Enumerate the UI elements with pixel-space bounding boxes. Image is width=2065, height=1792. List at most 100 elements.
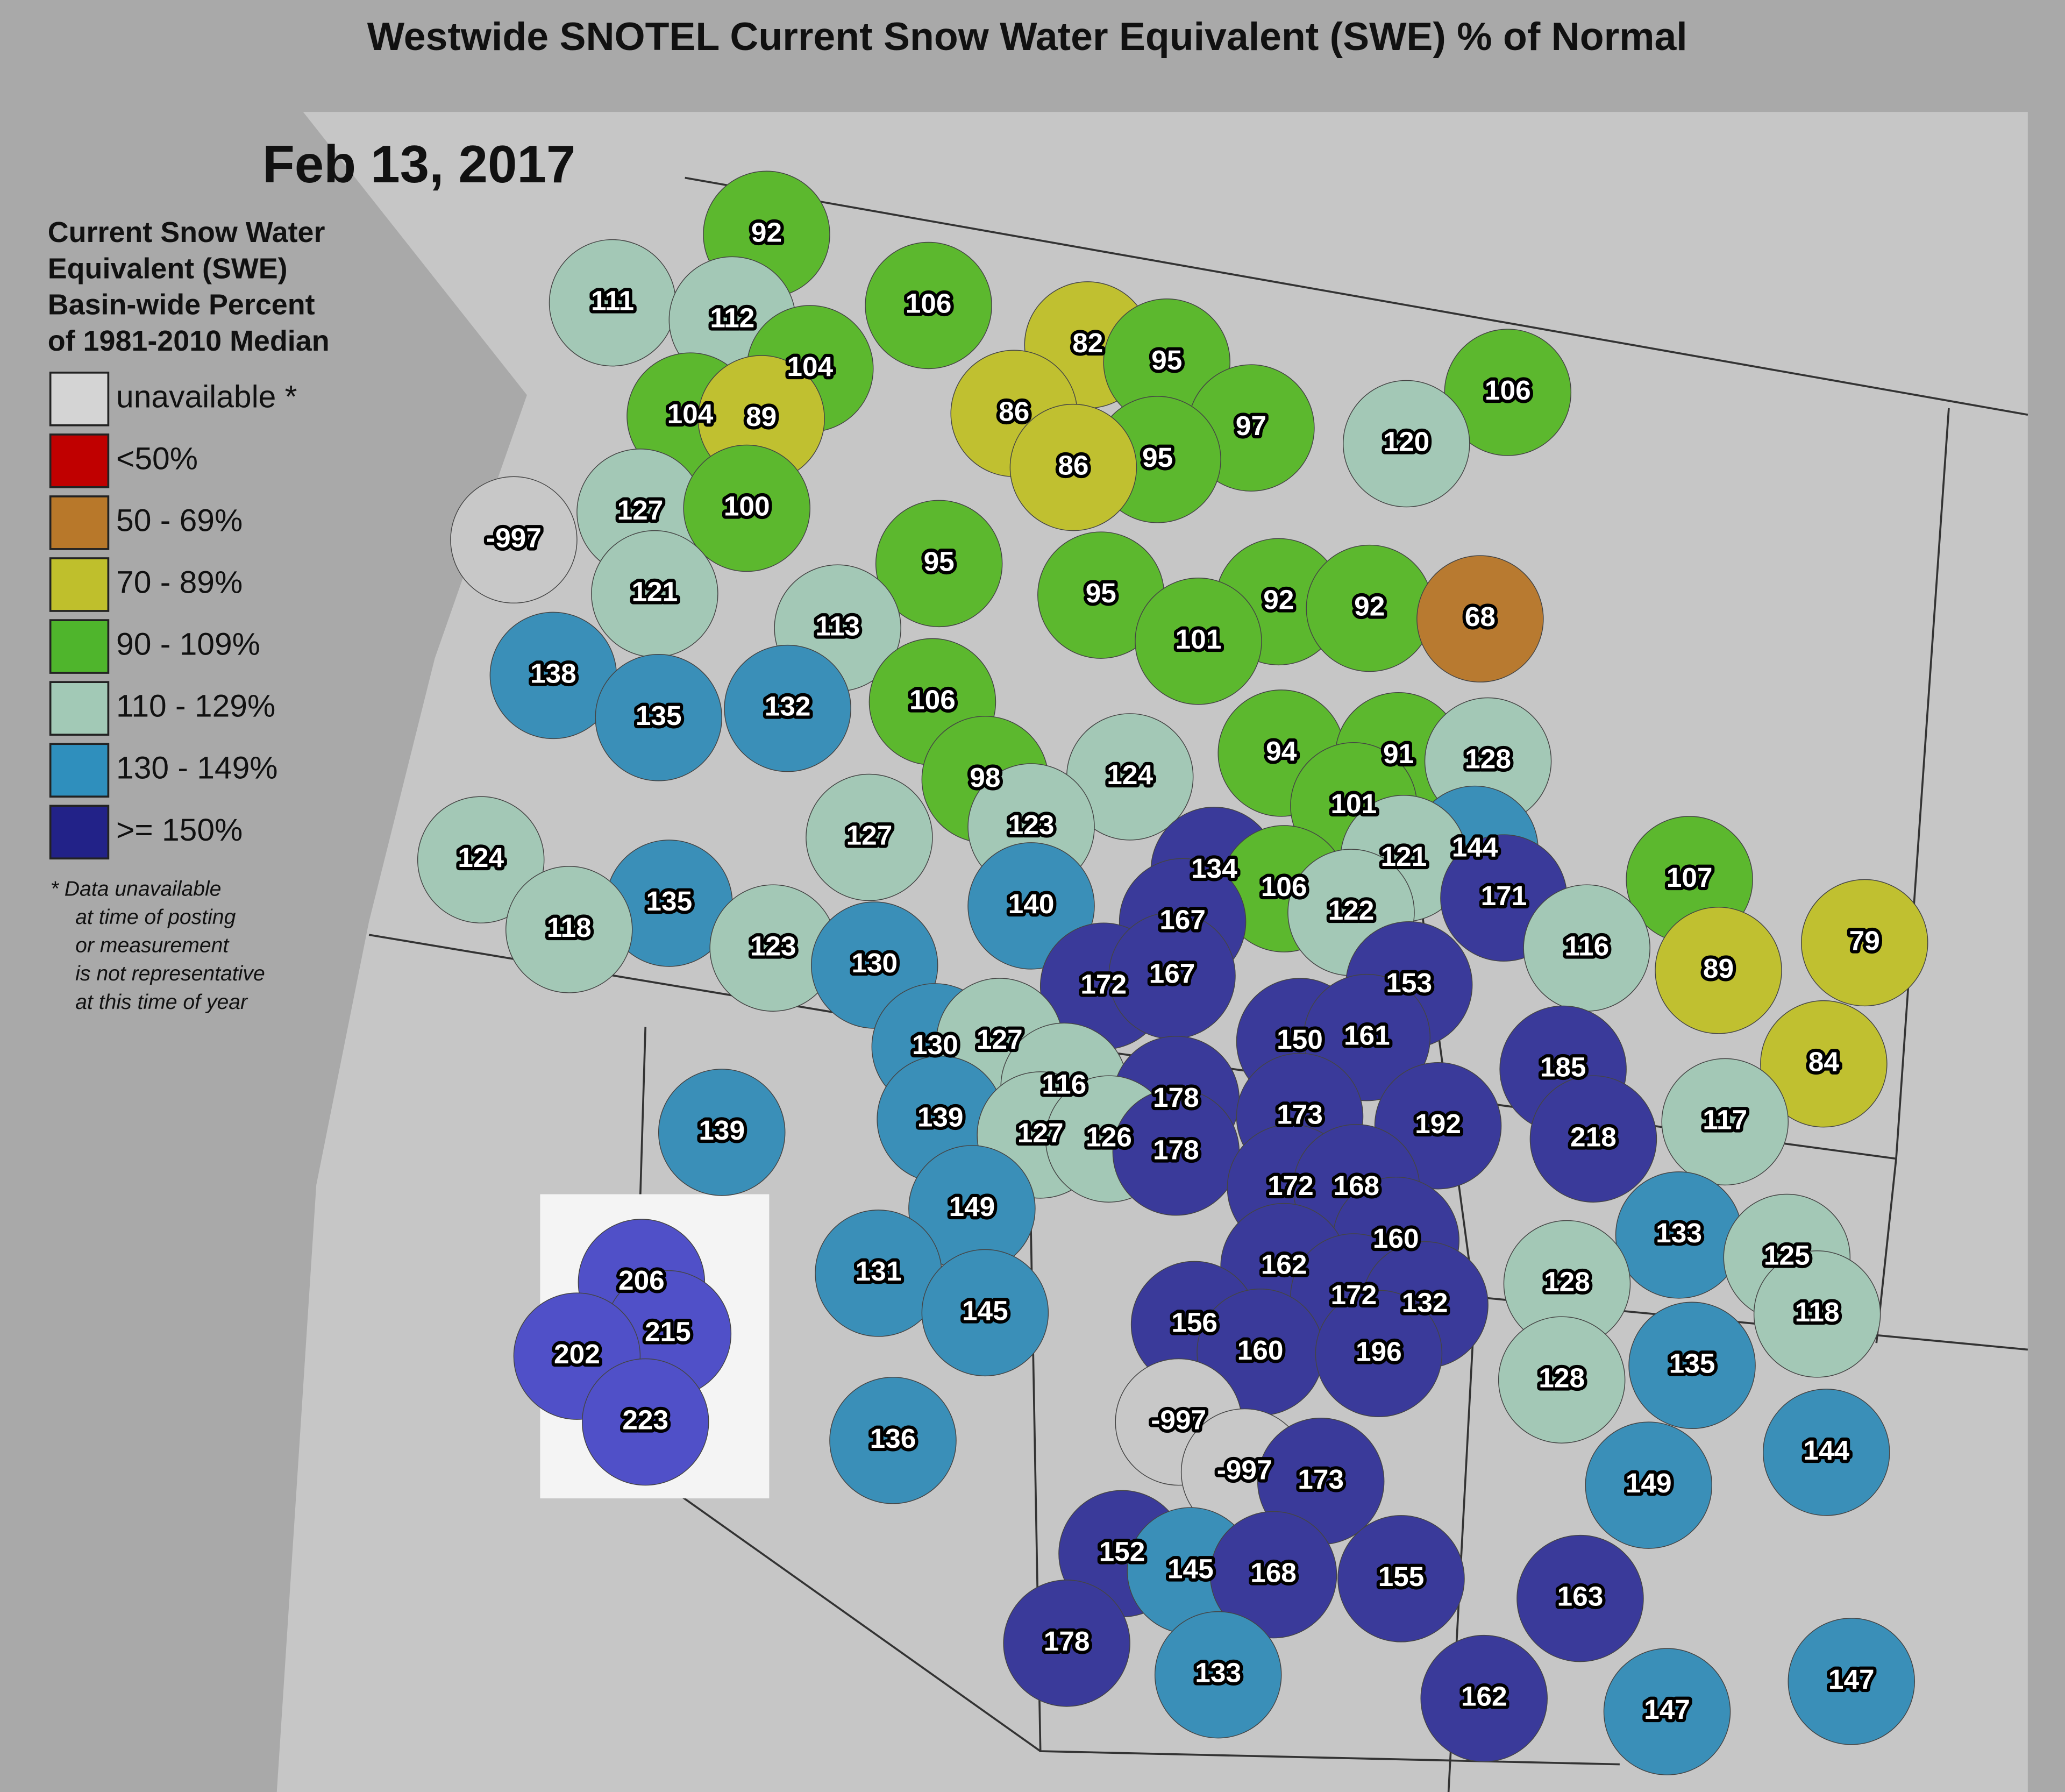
basin-label: 121: [631, 576, 678, 607]
basin-area: [806, 773, 933, 901]
basin-area: [1628, 1302, 1756, 1430]
basin-label: 167: [1149, 958, 1195, 989]
basin-label: 127: [617, 494, 664, 525]
basin-area: [829, 1377, 957, 1504]
basin-label: 101: [1176, 623, 1222, 655]
basin-label: 196: [1356, 1335, 1402, 1367]
basin-label: 68: [1465, 601, 1496, 632]
basin-label: 133: [1656, 1217, 1702, 1248]
basin-area: [1009, 403, 1137, 531]
legend-note: at this time of year: [75, 991, 248, 1014]
basin-label: 178: [1044, 1625, 1090, 1656]
basin-label: 125: [1764, 1240, 1810, 1271]
legend-note: * Data unavailable: [51, 877, 222, 900]
basin-label: 106: [906, 288, 952, 319]
legend-label: >= 150%: [116, 813, 243, 848]
basin-label: 84: [1808, 1046, 1840, 1077]
basin-label: 145: [962, 1295, 1008, 1326]
basin-label: 139: [917, 1101, 964, 1133]
legend-swatch: [49, 372, 110, 426]
basin-area: [1585, 1421, 1713, 1549]
date: Feb 13, 2017: [262, 134, 575, 194]
basin-label: 118: [1795, 1296, 1840, 1327]
basin-area: [1154, 1611, 1282, 1739]
basin-label: 127: [977, 1023, 1023, 1055]
basin-area: [450, 476, 578, 604]
basin-label: 172: [1268, 1170, 1314, 1201]
basin-label: 95: [1142, 442, 1173, 473]
basin-label: 101: [1330, 788, 1377, 819]
basin-label: 104: [787, 351, 833, 382]
title: Westwide SNOTEL Current Snow Water Equiv…: [367, 15, 1687, 59]
basin-label: 218: [1570, 1121, 1617, 1152]
legend-swatch: [49, 619, 110, 674]
legend-label: <50%: [116, 441, 198, 476]
basin-label: 106: [1485, 374, 1531, 406]
basin-label: 122: [1328, 894, 1375, 926]
basin-area: [875, 500, 1003, 628]
basin-label: 130: [851, 947, 898, 978]
basin-label: 144: [1452, 831, 1498, 863]
basin-label: 97: [1236, 410, 1266, 441]
basin-label: 215: [645, 1316, 691, 1347]
legend-label: unavailable *: [116, 379, 297, 414]
legend-swatch: [49, 743, 110, 798]
basin-label: 149: [1626, 1467, 1672, 1498]
basin-label: 128: [1539, 1362, 1585, 1393]
basin-area: [1135, 578, 1262, 705]
basin-area: [1788, 1618, 1916, 1745]
basin-label: 106: [1261, 871, 1307, 902]
basin-label: 140: [1008, 888, 1055, 919]
basin-label: 89: [1703, 952, 1734, 984]
basin-label: 168: [1250, 1557, 1297, 1588]
basin-label: 92: [1354, 591, 1385, 622]
basin-area: [505, 866, 633, 993]
basin-label: 150: [1277, 1023, 1323, 1055]
basin-area: [417, 796, 545, 923]
legend-note: is not representative: [75, 962, 265, 985]
basin-label: 123: [1008, 809, 1055, 840]
basin-label: 132: [1402, 1287, 1448, 1318]
basin-area: [1753, 1250, 1881, 1378]
basin-label: 132: [765, 691, 811, 722]
basin-area: [1343, 380, 1470, 508]
basin-label: 139: [699, 1114, 745, 1146]
legend-label: 90 - 109%: [116, 627, 260, 662]
basin-label: 153: [1386, 967, 1432, 998]
legend-swatch: [49, 433, 110, 488]
basin-label: 92: [1263, 584, 1294, 615]
basin-area: [865, 241, 992, 369]
basin-label: 173: [1298, 1463, 1344, 1495]
basin-label: 135: [1669, 1347, 1715, 1378]
basin-area: [1529, 1075, 1657, 1203]
basin-label: 112: [710, 302, 754, 333]
basin-area: [1661, 1058, 1789, 1186]
basin-label: 138: [530, 658, 576, 689]
basin-area: [658, 1069, 786, 1196]
basin-label: 171: [1481, 880, 1527, 911]
legend-swatch: [49, 557, 110, 612]
basin-label: 178: [1153, 1134, 1199, 1165]
legend-swatch: [49, 805, 110, 860]
basin-label: 202: [554, 1338, 600, 1369]
basin-label: 173: [1277, 1099, 1323, 1130]
basin-label: 131: [856, 1255, 902, 1286]
basin-label: 116: [1564, 930, 1609, 961]
basin-label: 133: [1195, 1657, 1241, 1688]
basin-label: 107: [1667, 862, 1713, 893]
basin-area: [1209, 1511, 1337, 1639]
basin-label: 156: [1171, 1306, 1217, 1338]
basin-label: 106: [909, 684, 956, 715]
basin-area: [595, 654, 722, 781]
basin-label: 92: [751, 216, 782, 247]
legend-heading: Basin-wide Percent: [48, 289, 315, 321]
basin-label: 145: [1167, 1553, 1214, 1584]
basin-label: 120: [1383, 426, 1429, 457]
basin-label: 116: [1042, 1068, 1086, 1099]
basin-label: 126: [1086, 1121, 1132, 1152]
basin-label: 136: [870, 1423, 916, 1454]
basin-label: 127: [846, 820, 893, 851]
legend-label: 50 - 69%: [116, 503, 243, 538]
basin-label: 144: [1803, 1434, 1849, 1466]
